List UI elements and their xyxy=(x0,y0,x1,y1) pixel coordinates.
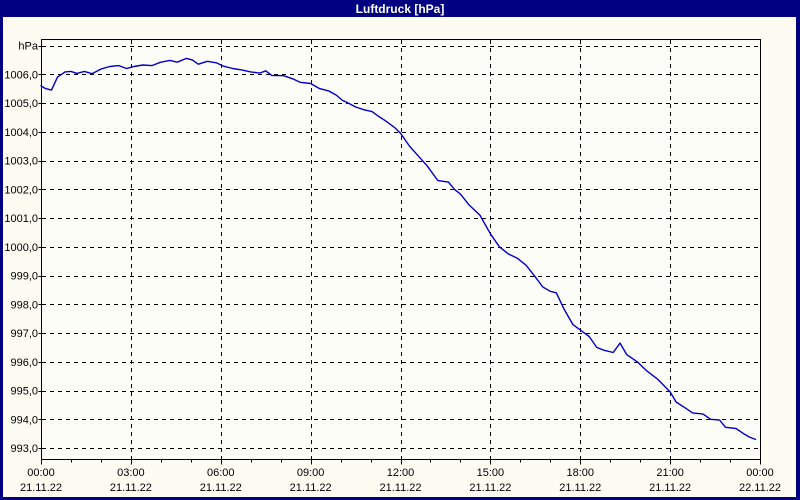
y-tick-label: 996,0 xyxy=(10,357,38,369)
x-tick-date-label: 21.11.22 xyxy=(649,482,691,494)
x-tick-time-label: 09:00 xyxy=(297,467,325,479)
window-title: Luftdruck [hPa] xyxy=(355,1,445,16)
x-tick-date-label: 21.11.22 xyxy=(290,482,332,494)
x-tick-time-label: 21:00 xyxy=(656,467,684,479)
y-tick-label: 1006,0 xyxy=(4,69,38,81)
x-tick-time-label: 15:00 xyxy=(477,467,505,479)
x-tick-date-label: 21.11.22 xyxy=(469,482,511,494)
y-tick-label: 998,0 xyxy=(10,299,38,311)
x-tick-date-label: 22.11.22 xyxy=(739,482,781,494)
x-tick-time-label: 18:00 xyxy=(566,467,594,479)
y-tick-label: 993,0 xyxy=(10,443,38,455)
y-axis-unit-label: hPa xyxy=(18,41,38,53)
x-tick-date-label: 21.11.22 xyxy=(110,482,152,494)
y-tick-label: 999,0 xyxy=(10,271,38,283)
y-tick-label: 995,0 xyxy=(10,386,38,398)
x-tick-date-label: 21.11.22 xyxy=(200,482,242,494)
y-tick-label: 1005,0 xyxy=(4,98,38,110)
y-tick-label: 1004,0 xyxy=(4,127,38,139)
y-tick-label: 997,0 xyxy=(10,328,38,340)
chart-area: hPa 1006,0 1005,0 1004,0 1003,0 1002,0 1001,0 1… xyxy=(3,17,796,497)
y-tick-label: 1003,0 xyxy=(4,156,38,168)
title-bar[interactable]: Luftdruck [hPa] xyxy=(0,0,800,17)
y-tick-label: 1000,0 xyxy=(4,242,38,254)
y-tick-label: 1001,0 xyxy=(4,213,38,225)
pressure-line xyxy=(40,57,757,441)
x-tick-time-label: 00:00 xyxy=(746,467,774,479)
x-tick-date-label: 21.11.22 xyxy=(559,482,601,494)
pressure-chart: hPa 1006,0 1005,0 1004,0 1003,0 1002,0 1001,0 1… xyxy=(4,39,781,494)
x-tick-date-label: 21.11.22 xyxy=(379,482,421,494)
x-tick-time-label: 03:00 xyxy=(117,467,145,479)
x-tick-time-label: 12:00 xyxy=(387,467,415,479)
x-tick-time-label: 00:00 xyxy=(27,467,55,479)
y-tick-label: 1002,0 xyxy=(4,184,38,196)
x-tick-date-label: 21.11.22 xyxy=(20,482,62,494)
y-tick-label: 994,0 xyxy=(10,414,38,426)
x-tick-time-label: 06:00 xyxy=(207,467,235,479)
